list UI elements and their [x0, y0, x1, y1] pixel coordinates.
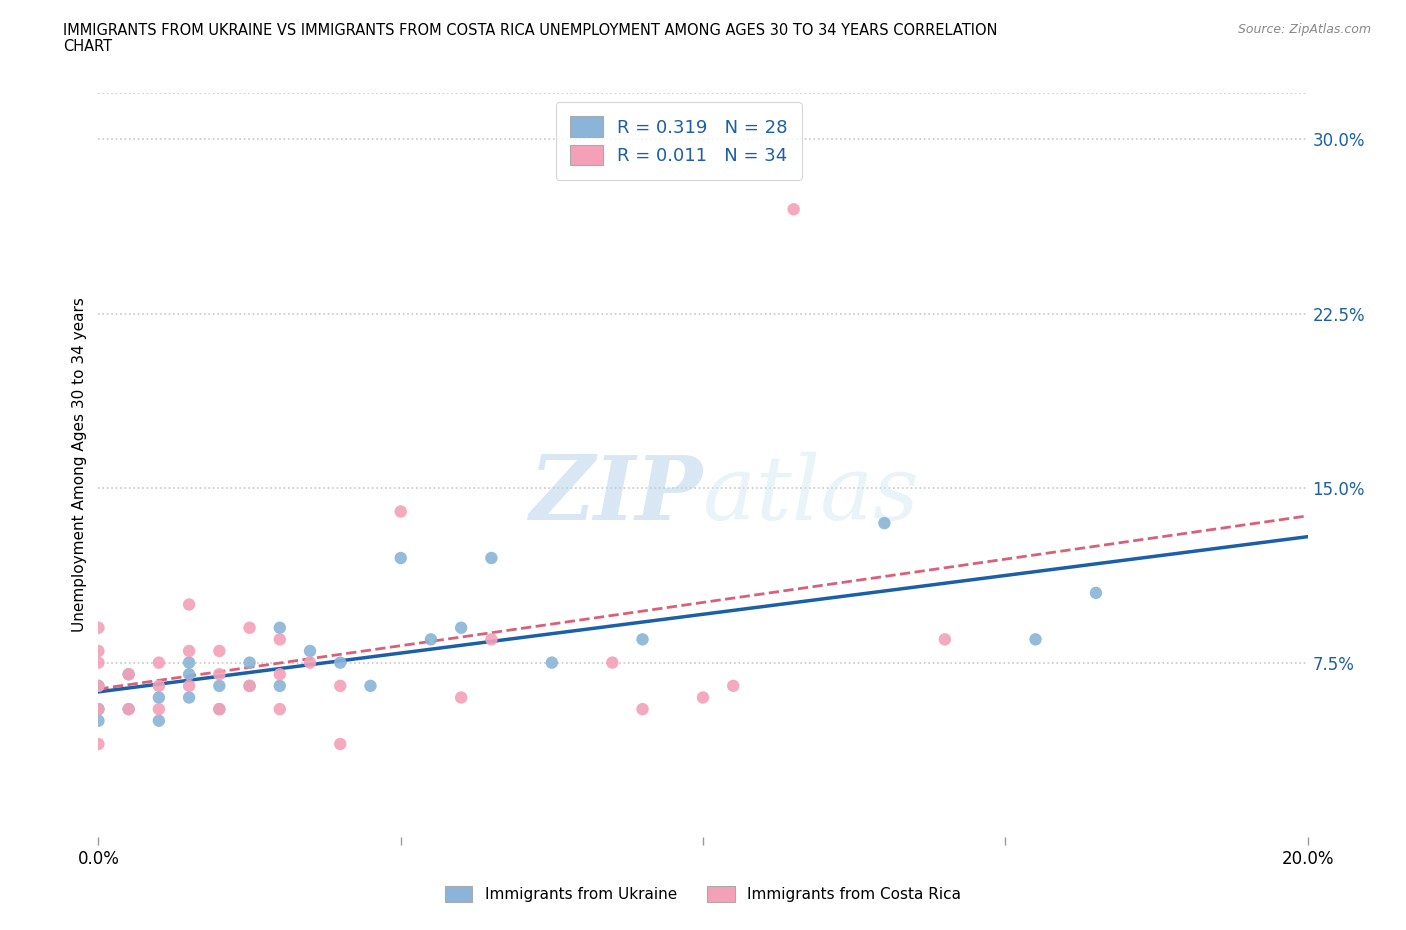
Point: [934, 632, 956, 647]
Point: [692, 690, 714, 705]
Point: [239, 620, 262, 635]
Point: [179, 644, 201, 658]
Point: [1085, 586, 1108, 601]
Point: [87, 656, 110, 671]
Point: [148, 690, 170, 705]
Point: [329, 737, 352, 751]
Point: [148, 713, 170, 728]
Point: [87, 702, 110, 717]
Point: [118, 702, 141, 717]
Point: [631, 632, 654, 647]
Point: [208, 644, 231, 658]
Point: [239, 656, 262, 671]
Text: Source: ZipAtlas.com: Source: ZipAtlas.com: [1237, 23, 1371, 36]
Point: [269, 620, 291, 635]
Point: [87, 679, 110, 694]
Point: [420, 632, 443, 647]
Point: [87, 713, 110, 728]
Point: [87, 620, 110, 635]
Point: [179, 679, 201, 694]
Point: [329, 679, 352, 694]
Point: [148, 656, 170, 671]
Point: [118, 667, 141, 682]
Point: [148, 679, 170, 694]
Point: [723, 679, 745, 694]
Point: [450, 690, 472, 705]
Point: [208, 702, 231, 717]
Point: [148, 702, 170, 717]
Point: [269, 679, 291, 694]
Y-axis label: Unemployment Among Ages 30 to 34 years: Unemployment Among Ages 30 to 34 years: [72, 298, 87, 632]
Point: [239, 679, 262, 694]
Point: [87, 679, 110, 694]
Point: [783, 202, 806, 217]
Point: [481, 551, 503, 565]
Point: [208, 679, 231, 694]
Point: [602, 656, 624, 671]
Point: [360, 679, 382, 694]
Text: atlas: atlas: [703, 451, 918, 538]
Point: [239, 679, 262, 694]
Point: [269, 702, 291, 717]
Point: [631, 702, 654, 717]
Point: [87, 644, 110, 658]
Point: [179, 667, 201, 682]
Point: [389, 551, 412, 565]
Point: [1024, 632, 1046, 647]
Legend: R = 0.319   N = 28, R = 0.011   N = 34: R = 0.319 N = 28, R = 0.011 N = 34: [555, 102, 801, 179]
Point: [179, 656, 201, 671]
Point: [450, 620, 472, 635]
Point: [208, 667, 231, 682]
Point: [481, 632, 503, 647]
Point: [873, 515, 896, 530]
Point: [87, 737, 110, 751]
Point: [118, 702, 141, 717]
Text: ZIP: ZIP: [530, 451, 703, 538]
Point: [269, 667, 291, 682]
Point: [208, 702, 231, 717]
Point: [118, 667, 141, 682]
Text: IMMIGRANTS FROM UKRAINE VS IMMIGRANTS FROM COSTA RICA UNEMPLOYMENT AMONG AGES 30: IMMIGRANTS FROM UKRAINE VS IMMIGRANTS FR…: [63, 23, 998, 38]
Point: [329, 656, 352, 671]
Point: [179, 597, 201, 612]
Point: [87, 702, 110, 717]
Point: [389, 504, 412, 519]
Legend: Immigrants from Ukraine, Immigrants from Costa Rica: Immigrants from Ukraine, Immigrants from…: [439, 880, 967, 909]
Point: [269, 632, 291, 647]
Text: CHART: CHART: [63, 39, 112, 54]
Point: [179, 690, 201, 705]
Point: [299, 644, 322, 658]
Point: [540, 656, 562, 671]
Point: [299, 656, 322, 671]
